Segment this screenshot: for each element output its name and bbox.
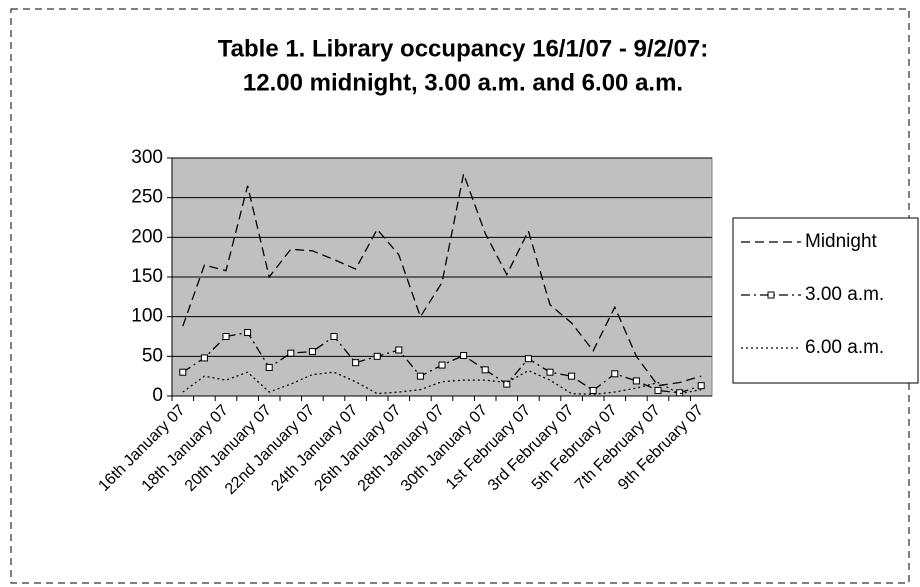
- point-marker: [654, 386, 662, 394]
- chart-title: 12.00 midnight, 3.00 a.m. and 6.00 a.m.: [243, 69, 683, 96]
- y-tick-label: 300: [131, 147, 163, 168]
- legend-label: 6.00 a.m.: [805, 337, 884, 358]
- point-marker: [330, 333, 338, 340]
- y-tick-label: 0: [152, 385, 163, 406]
- y-tick-label: 50: [142, 345, 163, 366]
- point-marker: [460, 352, 468, 360]
- y-tick-label: 200: [131, 226, 163, 247]
- point-marker: [244, 329, 252, 337]
- chart-title: Table 1. Library occupancy 16/1/07 - 9/2…: [218, 35, 708, 62]
- point-marker: [373, 352, 381, 360]
- point-marker: [481, 366, 489, 374]
- point-marker: [416, 372, 424, 380]
- point-marker: [265, 363, 273, 371]
- y-tick-label: 150: [131, 266, 163, 287]
- point-marker: [352, 359, 360, 367]
- series-line: [182, 171, 702, 387]
- point-marker: [287, 349, 295, 357]
- y-tick-label: 250: [131, 187, 163, 208]
- point-marker: [438, 361, 446, 369]
- point-marker: [524, 355, 532, 363]
- y-tick-label: 100: [131, 306, 163, 327]
- legend-box: [732, 217, 919, 384]
- point-marker: [503, 380, 511, 388]
- point-marker: [200, 354, 208, 362]
- legend-label: Midnight: [805, 231, 878, 252]
- legend-marker: [767, 291, 775, 299]
- point-marker: [589, 386, 597, 394]
- point-marker: [611, 370, 619, 378]
- point-marker: [697, 382, 705, 390]
- point-marker: [179, 368, 187, 376]
- point-marker: [676, 389, 684, 397]
- series-line: [182, 369, 702, 396]
- point-marker: [308, 348, 316, 356]
- legend-label: 3.00 a.m.: [805, 284, 884, 305]
- point-marker: [568, 372, 576, 380]
- point-marker: [546, 368, 554, 376]
- point-marker: [632, 377, 640, 385]
- point-marker: [395, 346, 403, 354]
- point-marker: [222, 333, 230, 340]
